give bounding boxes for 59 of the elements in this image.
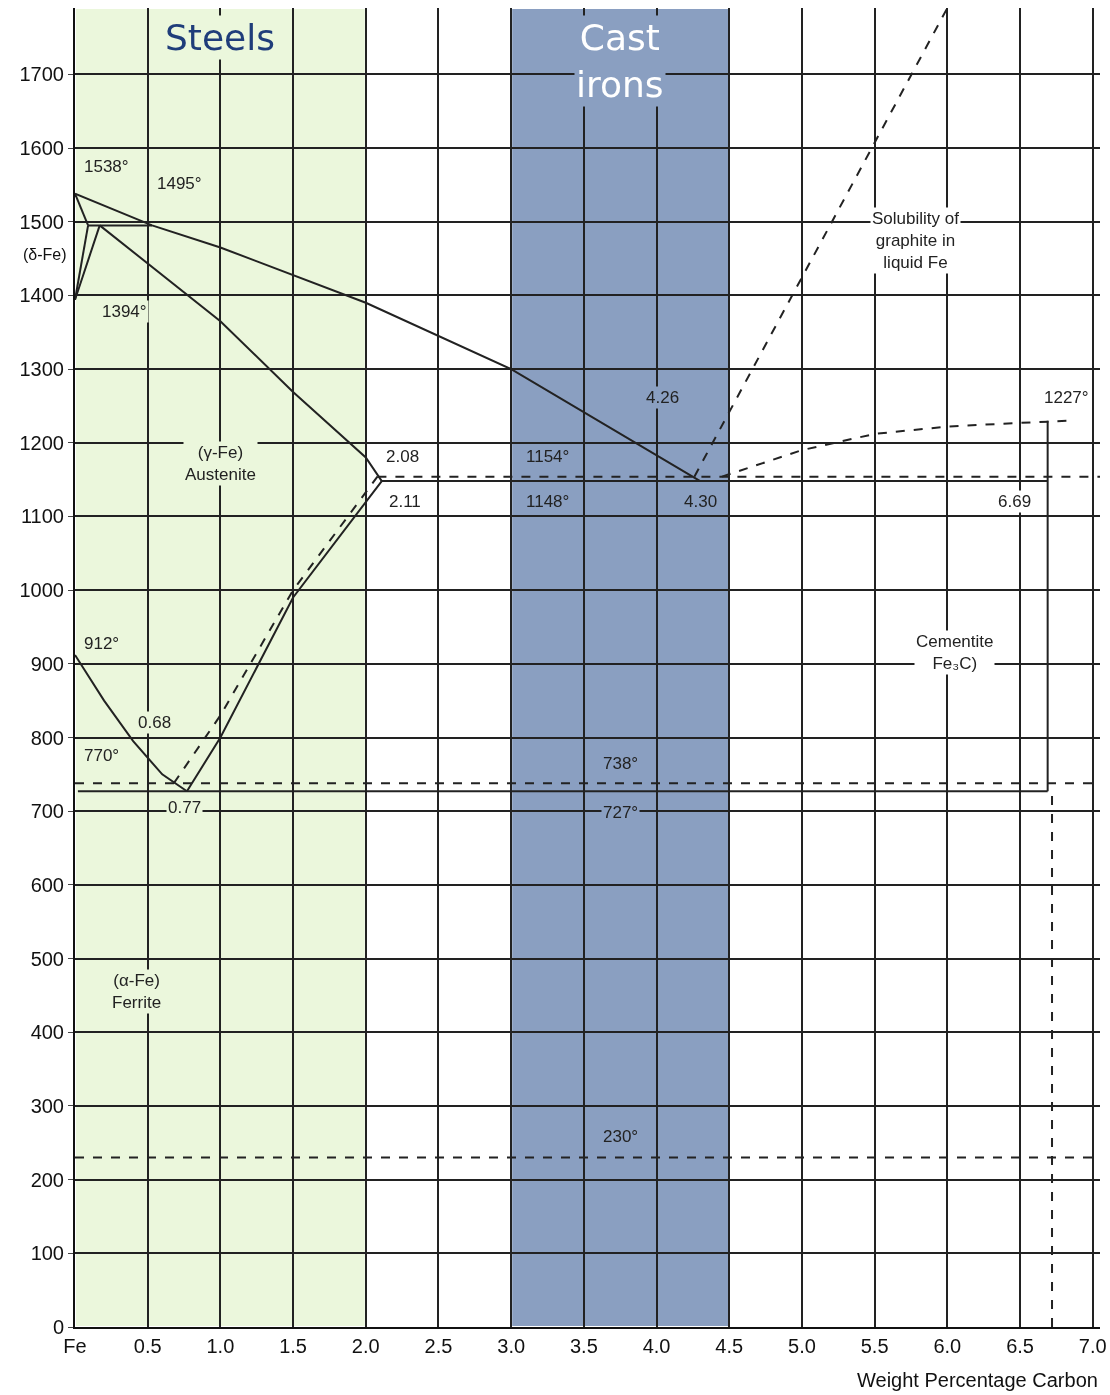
annotation: 4.26 [646, 388, 680, 407]
annotation: 738° [603, 754, 639, 773]
x-axis-title: Weight Percentage Carbon [857, 1369, 1098, 1391]
y-tick-label: 1500 [19, 210, 64, 233]
annotation: (α-Fe) Ferrite [112, 971, 162, 1013]
annotation: Cementite Fe₃C) [916, 632, 994, 674]
y-tick-label: 1200 [19, 431, 64, 454]
annotation: 912° [84, 634, 120, 653]
annotation: 1394° [102, 302, 147, 321]
x-tick-label: 1.5 [279, 1335, 307, 1357]
x-tick-label: 3.0 [497, 1335, 526, 1357]
band-label: Cast irons [576, 17, 664, 105]
y-tick-label: 1700 [19, 63, 64, 86]
x-tick-label: 4.0 [642, 1335, 671, 1357]
y-tick-label: 700 [30, 800, 64, 823]
annotation: Solubility of graphite in liquid Fe [872, 209, 960, 273]
annotation: 1148° [526, 492, 570, 511]
y-tick-label: 0 [52, 1316, 64, 1338]
y-tick-label: 1100 [20, 505, 64, 528]
annotation: 727° [603, 803, 639, 822]
annotation: 2.08 [386, 447, 420, 466]
annotation: (γ-Fe) Austenite [185, 443, 256, 485]
y-tick-label: 1600 [19, 137, 64, 160]
y-tick-label: 1400 [19, 284, 64, 307]
annotation: 1495° [157, 174, 202, 193]
annotation: 0.68 [138, 713, 172, 732]
x-tick-label: 2.5 [424, 1335, 453, 1357]
annotation: 2.11 [389, 492, 421, 511]
y-tick-label: 100 [30, 1242, 64, 1265]
x-tick-label: 1.0 [206, 1335, 235, 1357]
y-tick-label: 400 [30, 1021, 64, 1044]
x-tick-label: 7.0 [1078, 1335, 1107, 1357]
annotation: 1154° [526, 447, 570, 466]
annotation: 6.69 [998, 492, 1032, 511]
annotation: 1538° [84, 157, 129, 176]
annotation: 230° [603, 1127, 639, 1146]
annotation: 0.77 [168, 798, 202, 817]
annotation: 770° [84, 746, 120, 765]
annotation: 1227° [1044, 388, 1089, 407]
x-tick-label: 3.5 [569, 1335, 598, 1357]
y-tick-label: 1000 [19, 579, 64, 602]
y-tick-label: 200 [30, 1168, 64, 1191]
x-tick-label: 5.0 [788, 1335, 816, 1357]
x-tick-label: 2.0 [351, 1335, 380, 1357]
x-tick-label: Fe [63, 1335, 87, 1357]
x-tick-label: 5.5 [860, 1335, 889, 1357]
y-tick-label: 600 [30, 873, 64, 896]
y-tick-label: 300 [30, 1094, 64, 1117]
x-tick-label: 4.5 [715, 1335, 744, 1357]
y-tick-label: 1300 [19, 358, 64, 381]
band-label: Steels [165, 17, 276, 58]
text: (δ-Fe) [23, 246, 67, 263]
x-tick-label: 6.5 [1006, 1335, 1034, 1357]
annotation: 4.30 [684, 492, 718, 511]
x-tick-label: 6.0 [933, 1335, 962, 1357]
y-tick-label: 900 [30, 652, 64, 675]
y-tick-label: 800 [30, 726, 64, 749]
y-tick-label: 500 [30, 947, 64, 970]
x-tick-label: 0.5 [133, 1335, 162, 1357]
